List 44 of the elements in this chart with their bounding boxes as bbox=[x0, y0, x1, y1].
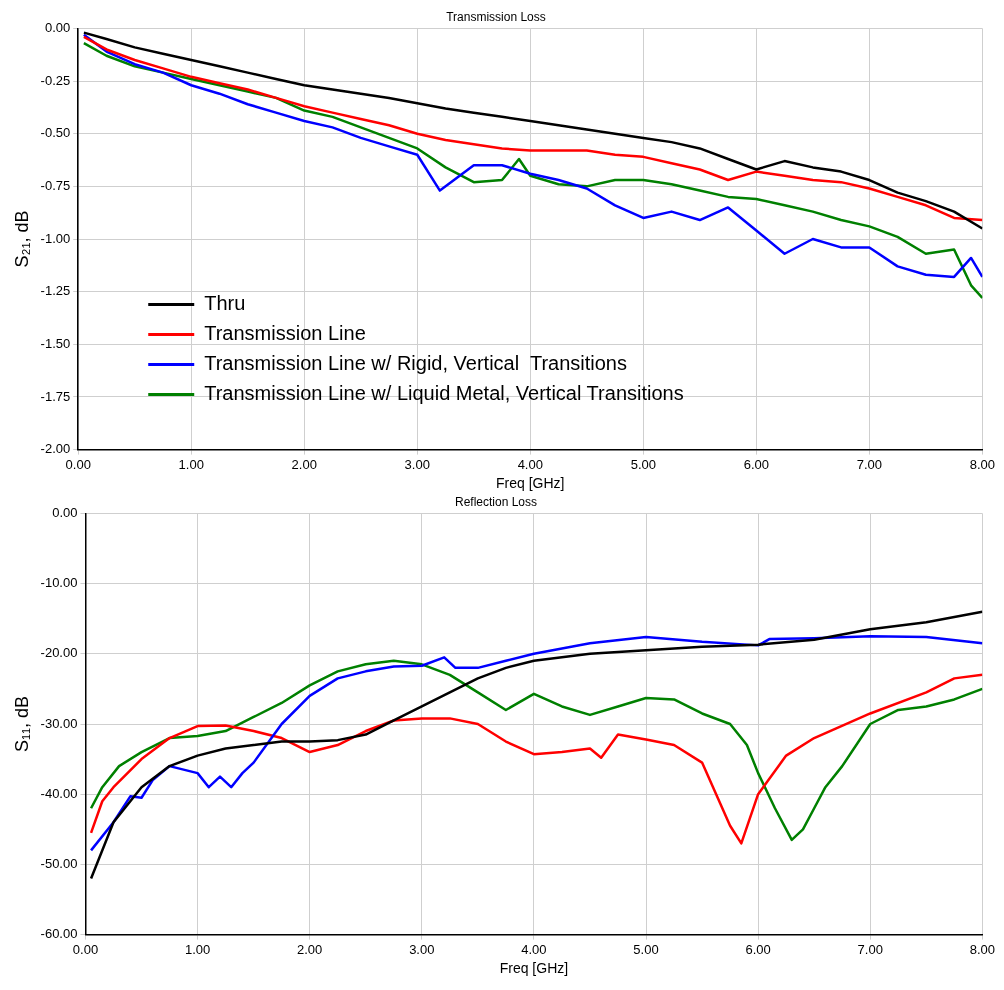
x-tick-label: 8.00 bbox=[969, 456, 996, 472]
y-tick-label: -1.25 bbox=[40, 283, 71, 299]
legend-label: Transmission Line bbox=[204, 322, 366, 345]
y-axis-title: S₂₁, dB bbox=[11, 210, 32, 268]
y-tick-label: -0.50 bbox=[40, 125, 71, 141]
legend-label: Transmission Line w/ Rigid, Vertical Transitions bbox=[204, 352, 627, 375]
x-tick-label: 7.00 bbox=[857, 941, 883, 957]
chart-title: Reflection Loss bbox=[454, 494, 538, 509]
y-tick-label: -1.50 bbox=[40, 335, 71, 351]
x-tick-label: 6.00 bbox=[743, 456, 769, 472]
y-axis-title: S₁₁, dB bbox=[11, 695, 32, 753]
x-tick-label: 5.00 bbox=[630, 456, 656, 472]
x-tick-label: 2.00 bbox=[297, 941, 323, 957]
x-axis-title: Freq [GHz] bbox=[496, 475, 565, 492]
x-tick-label: 4.00 bbox=[517, 456, 543, 472]
y-tick-label: -20.00 bbox=[40, 645, 78, 661]
legend-label: Transmission Line w/ Liquid Metal, Vertical Transitions bbox=[204, 382, 684, 405]
x-tick-label: 4.00 bbox=[521, 941, 547, 957]
y-tick-label: -30.00 bbox=[40, 715, 78, 731]
chart-title: Transmission Loss bbox=[446, 9, 546, 24]
x-tick-label: 0.00 bbox=[65, 456, 91, 472]
y-tick-label: -0.75 bbox=[40, 177, 71, 193]
x-tick-label: 2.00 bbox=[291, 456, 317, 472]
x-tick-label: 1.00 bbox=[178, 456, 204, 472]
x-tick-label: 1.00 bbox=[184, 941, 211, 957]
y-tick-label: -2.00 bbox=[40, 441, 71, 457]
x-tick-label: 5.00 bbox=[633, 941, 659, 957]
x-tick-label: 3.00 bbox=[409, 941, 435, 957]
legend-label: Thru bbox=[204, 292, 246, 315]
y-tick-label: -60.00 bbox=[40, 926, 78, 942]
x-axis-title: Freq [GHz] bbox=[499, 960, 569, 977]
x-tick-label: 3.00 bbox=[404, 456, 430, 472]
y-tick-label: -10.00 bbox=[40, 575, 78, 591]
x-tick-label: 0.00 bbox=[72, 941, 99, 957]
y-tick-label: -50.00 bbox=[40, 855, 78, 871]
y-tick-label: -1.00 bbox=[40, 230, 71, 246]
x-tick-label: 8.00 bbox=[969, 941, 996, 957]
y-tick-label: 0.00 bbox=[44, 19, 71, 35]
y-tick-label: -1.75 bbox=[40, 388, 71, 404]
y-tick-label: -40.00 bbox=[40, 785, 78, 801]
y-tick-label: -0.25 bbox=[40, 72, 71, 88]
x-tick-label: 6.00 bbox=[745, 941, 771, 957]
y-tick-label: 0.00 bbox=[52, 504, 78, 520]
x-tick-label: 7.00 bbox=[856, 456, 882, 472]
